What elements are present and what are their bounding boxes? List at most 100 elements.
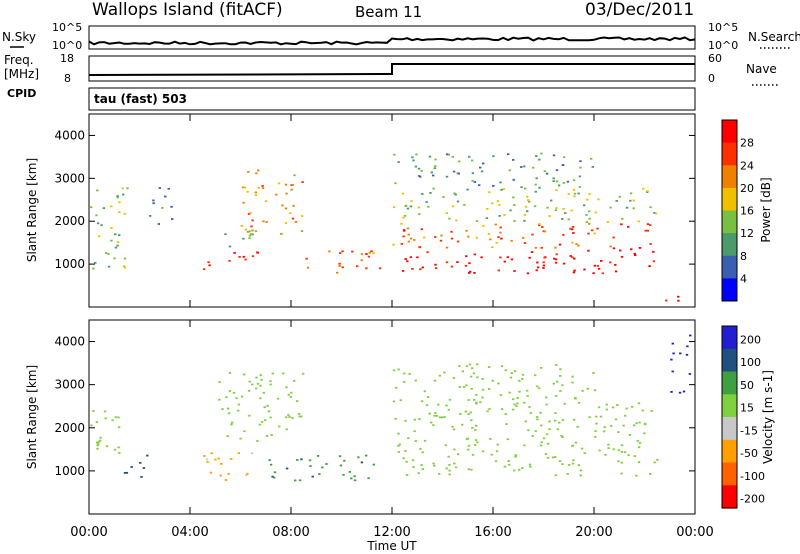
power-cells-cell-9 [473, 181, 477, 183]
colorbar-swatch [722, 326, 737, 350]
vel-cells-cell-6 [473, 398, 476, 401]
power-cells-cell-2 [228, 259, 231, 262]
power-cells-cell-8 [573, 192, 577, 195]
power-cells-cell-4 [257, 169, 260, 172]
vel-cells-cell-6 [571, 375, 574, 378]
cpid-text: tau (fast) 503 [94, 92, 187, 106]
vel-cells-cell-6 [467, 399, 470, 401]
power-cells-cell-6 [542, 267, 545, 269]
power-cells-cell-9 [397, 161, 400, 163]
vel-cells-cell-6 [392, 400, 396, 403]
power-cells-cell-8 [425, 201, 428, 203]
colorbar-tick-label: 8 [740, 250, 747, 263]
power-cells-cell-9 [535, 155, 538, 157]
vel-cells-cell-5 [467, 413, 470, 415]
y-tick-label: 3000 [54, 378, 85, 392]
power-cells-cell-7 [571, 228, 574, 231]
power-cells-cell-6 [468, 270, 472, 273]
vel-cells-cell-5 [521, 467, 524, 469]
vel-cells-cell-6 [465, 384, 468, 387]
vel-cells-cell-5 [594, 436, 597, 438]
power-cells-cell-6 [593, 264, 596, 267]
vel-cells-cell-3 [271, 372, 274, 375]
vel-cells-cell-6 [504, 369, 507, 372]
vel-cells-cell-5 [598, 449, 601, 452]
power-cells-cell-5 [365, 267, 368, 270]
vel-cells-cell-5 [445, 467, 448, 470]
vel-cells-cell-5 [528, 406, 531, 408]
power-cells-cell-7 [523, 242, 527, 244]
power-cells-cell-8 [597, 198, 600, 201]
vel-cells-cell-3 [276, 397, 280, 400]
power-cells-cell-9 [499, 181, 502, 184]
power-cells-cell-7 [590, 229, 594, 232]
power-cells-cell-7 [646, 223, 650, 225]
vel-cells-cell-5 [594, 415, 598, 418]
vel-cells-cell-3 [266, 404, 269, 407]
vel-cells-cell-1 [139, 461, 142, 464]
power-cells-cell-2 [238, 256, 241, 258]
vel-cells-cell-6 [470, 387, 473, 390]
vel-cells-cell-7 [682, 390, 686, 393]
power-cells-cell-7 [500, 237, 503, 240]
nave-label: Nave [746, 62, 777, 76]
vel-cells-cell-3 [247, 389, 251, 392]
nsky-label: N.Sky [2, 30, 36, 44]
power-cells-cell-8 [427, 205, 430, 208]
vel-cells-cell-6 [559, 368, 562, 371]
power-cells-cell-7 [531, 233, 534, 236]
vel-cells-cell-6 [481, 396, 484, 399]
power-cells-cell-6 [499, 256, 502, 259]
power-cells-cell-9 [419, 175, 422, 178]
vel-cells-cell-5 [576, 425, 579, 428]
power-cells-cell-9 [566, 180, 570, 183]
vel-cells-cell-4 [318, 473, 321, 475]
vel-cells-cell-3 [265, 435, 269, 437]
vel-cells-cell-4 [325, 463, 328, 465]
vel-cells-cell-3 [287, 414, 290, 416]
vel-cells-cell-6 [536, 385, 539, 388]
vel-cells-cell-6 [581, 389, 584, 392]
power-cells-cell-9 [451, 156, 454, 158]
vel-cells-cell-5 [622, 424, 625, 427]
vel-cells-cell-3 [300, 415, 303, 418]
power-cells-cell-9 [520, 186, 523, 189]
power-cells-cell-4 [300, 230, 304, 232]
power-cells-cell-6 [612, 247, 616, 250]
power-cells-cell-4 [241, 186, 245, 189]
vel-cells-cell-3 [248, 380, 251, 383]
vel-cells-cell-5 [649, 473, 652, 475]
power-cells-cell-4 [247, 171, 250, 173]
vel-cells-cell-5 [636, 439, 639, 442]
vel-cells-cell-0 [95, 421, 99, 423]
vel-cells-cell-5 [418, 418, 421, 420]
vel-cells-cell-6 [525, 389, 529, 392]
vel-cells-cell-5 [514, 455, 517, 458]
vel-cells-cell-5 [454, 466, 458, 469]
power-cells-cell-2 [233, 252, 236, 254]
vel-cells-cell-5 [421, 468, 425, 470]
vel-cells-cell-2 [206, 461, 209, 463]
vel-cells-cell-5 [656, 458, 659, 461]
power-cells-cell-9 [434, 165, 437, 167]
power-cells-cell-3 [248, 237, 251, 240]
power-cells-cell-4 [254, 230, 258, 233]
power-cells-cell-8 [491, 202, 494, 205]
power-cells-cell-9 [555, 169, 559, 172]
power-cells-cell-8 [392, 206, 396, 209]
vel-cells-cell-6 [526, 395, 529, 397]
colorbar-tick-label: 16 [740, 205, 754, 218]
power-cells-cell-8 [403, 214, 407, 217]
vel-cells-cell-6 [500, 365, 504, 368]
power-cells-cell-4 [262, 220, 265, 223]
vel-cells-cell-3 [239, 437, 242, 440]
vel-cells-cell-5 [643, 432, 646, 435]
vel-cells-cell-5 [496, 443, 499, 446]
vel-cells-cell-7 [672, 352, 675, 355]
power-cells-cell-2 [251, 255, 255, 258]
vel-cells-cell-6 [571, 381, 574, 384]
power-cells-cell-6 [465, 255, 468, 258]
y-tick-label: 4000 [54, 335, 85, 349]
vel-cells-cell-3 [228, 372, 232, 374]
power-cells-cell-8 [451, 205, 455, 208]
